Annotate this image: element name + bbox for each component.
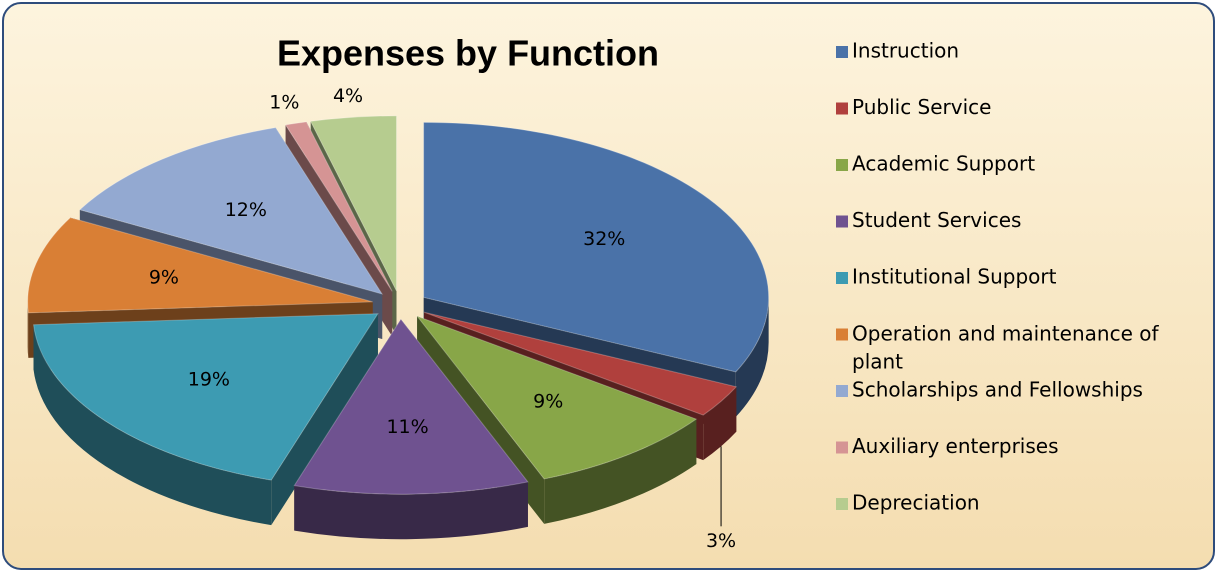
- slice: [284, 121, 393, 292]
- legend-label: Public Service: [852, 95, 991, 119]
- slice: [423, 311, 738, 416]
- legend-swatch: [836, 159, 848, 171]
- data-label: 9%: [533, 390, 563, 412]
- legend-swatch: [836, 102, 848, 115]
- legend-line: plant: [852, 349, 903, 373]
- legend: Instruction Public Service Academic Suppor…: [836, 39, 1159, 515]
- data-label: 11%: [386, 416, 428, 438]
- legend-line: Operation and maintenance of: [852, 321, 1159, 345]
- legend-swatch: [836, 498, 848, 510]
- legend-label: Institutional Support: [852, 265, 1057, 289]
- data-label: 9%: [149, 267, 179, 289]
- slice: [32, 313, 379, 481]
- legend-label: Depreciation: [852, 491, 980, 515]
- legend-swatch: [836, 385, 848, 397]
- slice-side: [33, 324, 272, 526]
- legend-label: Auxiliary enterprises: [852, 434, 1059, 458]
- data-label: 12%: [225, 199, 267, 221]
- data-label: 3%: [706, 530, 736, 552]
- slice-side: [294, 481, 528, 540]
- slice-side: [27, 301, 29, 358]
- data-label: 32%: [583, 228, 625, 250]
- legend-label: Operation and maintenance of plant: [852, 321, 1159, 373]
- legend-swatch: [836, 441, 848, 454]
- legend-label: Academic Support: [852, 152, 1035, 176]
- legend-swatch: [836, 272, 848, 284]
- slice-side: [735, 297, 769, 417]
- slice-side: [703, 386, 737, 461]
- slice-side: [544, 419, 697, 524]
- legend-swatch: [836, 46, 848, 58]
- slice: [78, 127, 384, 295]
- data-label: 1%: [269, 92, 299, 114]
- legend-swatch: [836, 215, 848, 228]
- legend-label: Instruction: [852, 39, 959, 63]
- slice: [309, 115, 397, 292]
- slice: [423, 121, 770, 373]
- data-label: 19%: [188, 369, 230, 391]
- slice-side: [271, 313, 378, 526]
- slice: [293, 318, 529, 495]
- pie: 32% 3% 9% 11% 19% 9% 12% 1% 4%: [27, 85, 770, 552]
- legend-label: Student Services: [852, 208, 1021, 232]
- chart-title: Expenses by Function: [277, 33, 659, 74]
- legend-swatch: [836, 328, 848, 341]
- legend-label: Scholarships and Fellowships: [852, 378, 1143, 402]
- slice: [415, 315, 698, 480]
- data-label: 4%: [333, 85, 363, 107]
- slice: [27, 217, 373, 314]
